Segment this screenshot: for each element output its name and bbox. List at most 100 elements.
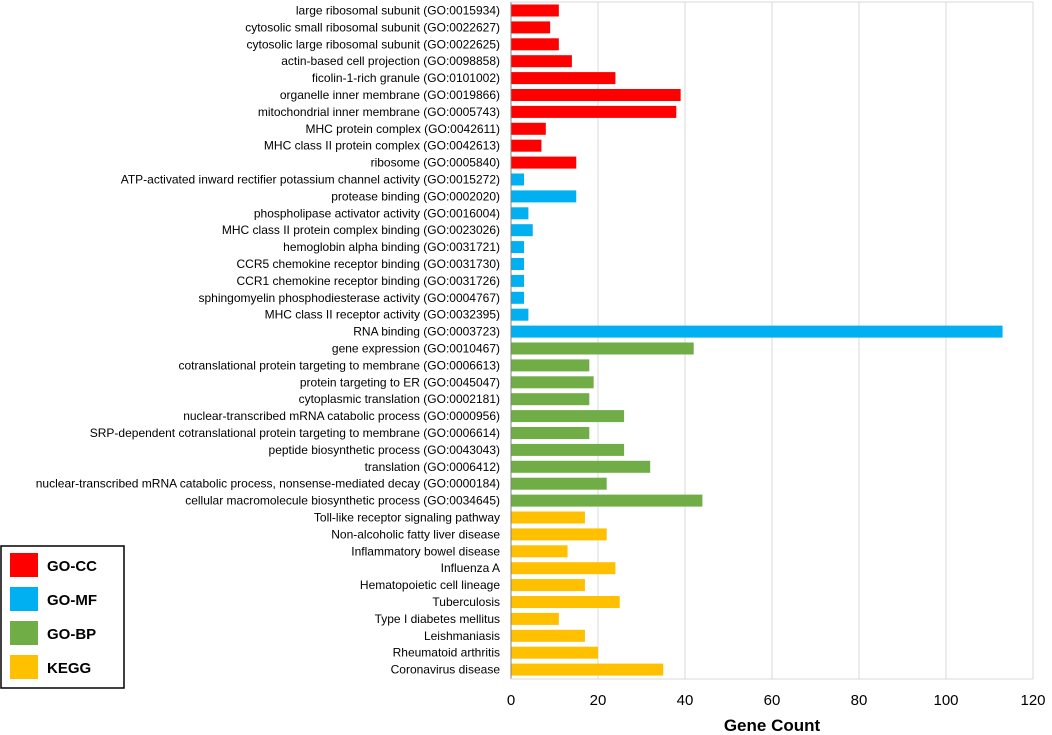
x-tick-label-60: 60 [764, 692, 781, 709]
category-label-4: actin-based cell projection (GO:0098858) [281, 54, 500, 68]
bar-26 [511, 427, 590, 439]
bar-8 [511, 122, 546, 135]
bar-10 [511, 156, 577, 169]
bar-1 [511, 4, 559, 17]
bar-11 [511, 173, 525, 186]
bar-37 [511, 612, 559, 625]
bar-32 [511, 528, 607, 541]
category-label-19: MHC class II receptor activity (GO:00323… [265, 308, 500, 322]
x-axis-title: Gene Count [724, 716, 821, 735]
bar-5 [511, 72, 616, 85]
bar-30 [511, 494, 703, 507]
bar-28 [511, 460, 651, 473]
legend-swatch-go-bp [10, 621, 38, 645]
bar-38 [511, 629, 585, 642]
bar-16 [511, 258, 525, 270]
bar-33 [511, 545, 568, 558]
category-label-22: cotranslational protein targeting to mem… [178, 358, 500, 372]
bar-27 [511, 443, 625, 456]
category-label-24: cytoplasmic translation (GO:0002181) [299, 392, 500, 406]
bar-31 [511, 511, 585, 524]
category-label-17: CCR1 chemokine receptor binding (GO:0031… [237, 274, 500, 288]
category-label-6: organelle inner membrane (GO:0019866) [280, 88, 500, 102]
category-label-9: MHC class II protein complex (GO:0042613… [264, 139, 500, 153]
bar-12 [511, 190, 577, 203]
bar-39 [511, 646, 598, 659]
x-tick-label-100: 100 [933, 692, 958, 709]
bar-7 [511, 105, 677, 118]
category-label-7: mitochondrial inner membrane (GO:0005743… [258, 105, 500, 119]
x-tick-label-120: 120 [1020, 692, 1045, 709]
category-label-28: translation (GO:0006412) [365, 460, 500, 474]
bar-21 [511, 342, 694, 355]
category-label-31: Toll-like receptor signaling pathway [314, 511, 500, 525]
bar-18 [511, 291, 525, 304]
bars-group [511, 4, 1003, 676]
category-label-32: Non-alcoholic fatty liver disease [331, 527, 500, 541]
category-label-3: cytosolic large ribosomal subunit (GO:00… [247, 37, 500, 51]
category-label-12: protease binding (GO:0002020) [331, 189, 500, 203]
category-label-40: Coronavirus disease [391, 663, 501, 677]
bar-20 [511, 325, 1003, 338]
x-tick-label-20: 20 [590, 692, 607, 709]
category-label-25: nuclear-transcribed mRNA catabolic proce… [183, 409, 500, 423]
bar-14 [511, 224, 533, 237]
category-label-26: SRP-dependent cotranslational protein ta… [90, 426, 500, 440]
bar-4 [511, 55, 572, 68]
bar-13 [511, 207, 529, 220]
bar-23 [511, 376, 594, 389]
bar-17 [511, 274, 525, 287]
category-label-36: Tuberculosis [432, 595, 500, 609]
category-label-33: Inflammatory bowel disease [351, 544, 500, 558]
category-label-38: Leishmaniasis [424, 629, 500, 643]
category-label-34: Influenza A [441, 561, 500, 575]
bar-34 [511, 562, 616, 575]
category-label-13: phospholipase activator activity (GO:001… [254, 206, 500, 220]
bar-24 [511, 393, 590, 406]
bar-2 [511, 21, 551, 34]
bar-22 [511, 359, 590, 372]
category-label-27: peptide biosynthetic process (GO:0043043… [269, 443, 500, 457]
category-labels: large ribosomal subunit (GO:0015934) cyto… [36, 4, 501, 677]
category-label-1: large ribosomal subunit (GO:0015934) [296, 4, 500, 18]
bar-40 [511, 663, 664, 676]
category-label-21: gene expression (GO:0010467) [332, 342, 500, 356]
bar-3 [511, 38, 559, 51]
bar-19 [511, 308, 529, 321]
category-label-8: MHC protein complex (GO:0042611) [305, 122, 500, 136]
legend: GO-CC GO-MF GO-BP KEGG [0, 545, 125, 689]
category-label-35: Hematopoietic cell lineage [360, 578, 500, 592]
bar-15 [511, 241, 525, 254]
category-label-11: ATP-activated inward rectifier potassium… [121, 173, 500, 187]
category-label-18: sphingomyelin phosphodiesterase activity… [198, 291, 500, 305]
category-label-14: MHC class II protein complex binding (GO… [222, 223, 500, 237]
bar-25 [511, 410, 625, 423]
category-label-30: cellular macromolecule biosynthetic proc… [185, 494, 500, 508]
category-label-39: Rheumatoid arthritis [393, 646, 500, 660]
bar-9 [511, 139, 542, 152]
category-label-23: protein targeting to ER (GO:0045047) [300, 375, 500, 389]
x-tick-label-0: 0 [507, 692, 515, 709]
legend-swatch-go-mf [10, 587, 38, 611]
category-label-2: cytosolic small ribosomal subunit (GO:00… [245, 20, 500, 34]
legend-swatch-go-cc [10, 553, 38, 577]
x-tick-label-80: 80 [851, 692, 868, 709]
bar-35 [511, 579, 585, 592]
legend-label-kegg: KEGG [47, 660, 91, 677]
bar-6 [511, 89, 681, 101]
category-label-37: Type I diabetes mellitus [375, 612, 500, 626]
bar-29 [511, 477, 607, 490]
category-label-5: ficolin-1-rich granule (GO:0101002) [312, 71, 500, 85]
category-label-20: RNA binding (GO:0003723) [353, 325, 500, 339]
legend-label-go-cc: GO-CC [47, 558, 97, 575]
legend-label-go-mf: GO-MF [47, 592, 97, 609]
category-label-29: nuclear-transcribed mRNA catabolic proce… [36, 477, 500, 491]
x-tick-labels: 0 20 40 60 80 100 120 [507, 692, 1046, 709]
x-tick-label-40: 40 [677, 692, 694, 709]
category-label-10: ribosome (GO:0005840) [371, 156, 500, 170]
category-label-15: hemoglobin alpha binding (GO:0031721) [283, 240, 500, 254]
legend-swatch-kegg [10, 655, 38, 679]
legend-label-go-bp: GO-BP [47, 626, 96, 643]
category-label-16: CCR5 chemokine receptor binding (GO:0031… [237, 257, 500, 271]
